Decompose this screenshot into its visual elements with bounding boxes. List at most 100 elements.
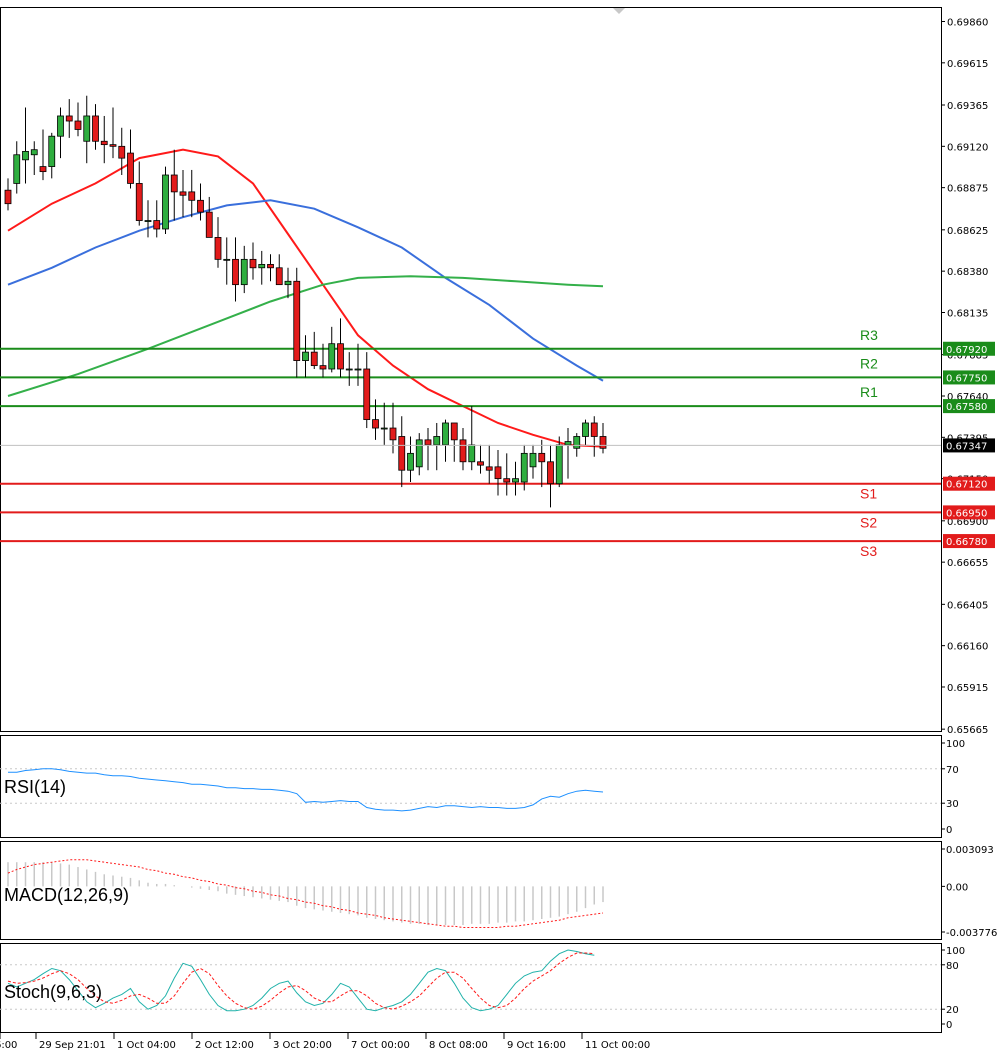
candle-body xyxy=(512,478,519,483)
level-price-tag xyxy=(943,341,995,356)
level-price-text: 0.67580 xyxy=(946,402,987,413)
main-y-axis: 0.69860 0.69615 0.69365 0.69120 0.68875 0.686… xyxy=(941,17,988,736)
stoch-tick-label: 100 xyxy=(946,946,965,957)
y-tick-label: 0.66405 xyxy=(947,600,988,611)
moving-average-line xyxy=(7,275,604,397)
candle-body xyxy=(188,191,196,201)
candle-body xyxy=(433,436,441,446)
candle-body xyxy=(127,152,134,184)
candle-body xyxy=(407,452,414,471)
y-tick-label: 0.66900 xyxy=(947,517,988,528)
candle-body xyxy=(144,220,152,222)
candle-body xyxy=(100,140,108,146)
rsi-tick-label: 70 xyxy=(946,765,959,776)
y-tick-label: 0.69860 xyxy=(947,17,988,28)
candle-body xyxy=(345,368,353,371)
candle-body xyxy=(267,264,274,269)
level-label-s1: S1 xyxy=(860,486,877,502)
candle-body xyxy=(354,368,362,371)
y-tick-label: 0.65665 xyxy=(947,725,988,736)
candle-body xyxy=(459,439,467,463)
candle-body xyxy=(389,427,397,441)
candle-body xyxy=(258,264,266,269)
candle-body xyxy=(65,115,73,122)
candle-body xyxy=(57,115,64,137)
candle-body xyxy=(599,436,607,449)
candle-body xyxy=(380,427,388,430)
candle-body xyxy=(22,150,29,161)
candle-body xyxy=(275,267,283,286)
x-tick-label: 9 Oct 16:00 xyxy=(507,1040,566,1051)
level-price-text: 0.67920 xyxy=(946,345,987,356)
y-tick-label: 0.66160 xyxy=(947,642,988,653)
candle-body xyxy=(398,436,406,471)
macd-panel-frame xyxy=(0,841,942,940)
rsi-tick-label: 30 xyxy=(946,799,959,810)
stoch-tick-label: 20 xyxy=(946,1005,959,1016)
candle-body xyxy=(4,189,12,205)
candle-body xyxy=(92,115,99,142)
moving-average-line xyxy=(7,199,604,382)
candle-body xyxy=(442,422,449,446)
macd-signal-line xyxy=(7,859,604,928)
candle-body xyxy=(109,144,117,147)
macd-panel: 0.003093 0.00 -0.003776 xyxy=(7,845,997,939)
moving-average-line xyxy=(7,148,604,448)
rsi-tick-label: 100 xyxy=(946,739,965,750)
level-label-r3: R3 xyxy=(860,327,878,343)
macd-tick-label: 0.00 xyxy=(946,882,968,893)
candle-body xyxy=(319,365,327,370)
candle-body xyxy=(555,444,563,485)
moving-averages xyxy=(7,148,604,448)
y-tick-label: 0.67640 xyxy=(947,392,988,403)
candle-body xyxy=(118,145,126,159)
level-price-text: 0.66950 xyxy=(946,508,987,519)
candle-body xyxy=(214,237,222,260)
x-tick-label: 1 Oct 04:00 xyxy=(117,1040,176,1051)
y-tick-label: 0.69365 xyxy=(947,101,988,112)
stoch-signal-line xyxy=(7,952,595,1010)
level-price-tag xyxy=(943,370,995,385)
y-tick-label: 0.68135 xyxy=(947,308,988,319)
candle-body xyxy=(337,343,344,370)
y-tick-label: 0.66655 xyxy=(947,558,988,569)
y-tick-label: 0.67885 xyxy=(947,351,988,362)
candle-body xyxy=(573,436,581,449)
candle-body xyxy=(590,422,598,437)
current-price-marker: 0.67347 xyxy=(0,438,995,453)
y-tick-label: 0.68380 xyxy=(947,267,988,278)
level-label-s3: S3 xyxy=(860,543,877,559)
stoch-label: Stoch(9,6,3) xyxy=(4,982,102,1002)
current-price-text: 0.67347 xyxy=(946,441,987,452)
candle-body xyxy=(135,183,143,221)
pivot-levels: R3 0.67920 R2 0.67750 R1 0.67580 S1 0.67120 S2 0.… xyxy=(0,327,995,559)
rsi-panel: 100 70 30 0 xyxy=(0,739,965,836)
shift-marker xyxy=(613,8,625,14)
candle-body xyxy=(284,280,292,286)
level-price-tag xyxy=(943,534,995,549)
x-tick-label: 7 Oct 00:00 xyxy=(351,1040,410,1051)
candle-body xyxy=(205,211,213,238)
candle-body xyxy=(197,199,204,213)
candlesticks xyxy=(4,95,607,508)
rsi-line xyxy=(8,768,604,812)
candle-body xyxy=(83,115,91,142)
macd-tick-label: -0.003776 xyxy=(946,928,997,939)
time-axis: 16:00 29 Sep 21:01 1 Oct 04:00 2 Oct 12:00 3… xyxy=(0,1033,650,1051)
candle-body xyxy=(249,258,257,269)
stoch-tick-label: 0 xyxy=(946,1020,952,1031)
candle-body xyxy=(328,343,336,370)
level-label-r2: R2 xyxy=(860,355,878,371)
level-price-tag xyxy=(943,399,995,414)
level-price-text: 0.66780 xyxy=(946,537,987,548)
candle-body xyxy=(293,280,301,361)
x-tick-label: 2 Oct 12:00 xyxy=(195,1040,254,1051)
candle-body xyxy=(450,422,458,441)
candle-body xyxy=(477,461,484,466)
candle-body xyxy=(424,439,432,446)
x-tick-label: 29 Sep 21:01 xyxy=(39,1040,106,1051)
y-tick-label: 0.68625 xyxy=(947,226,988,237)
y-tick-label: 0.65915 xyxy=(947,683,988,694)
candle-body xyxy=(468,444,476,463)
